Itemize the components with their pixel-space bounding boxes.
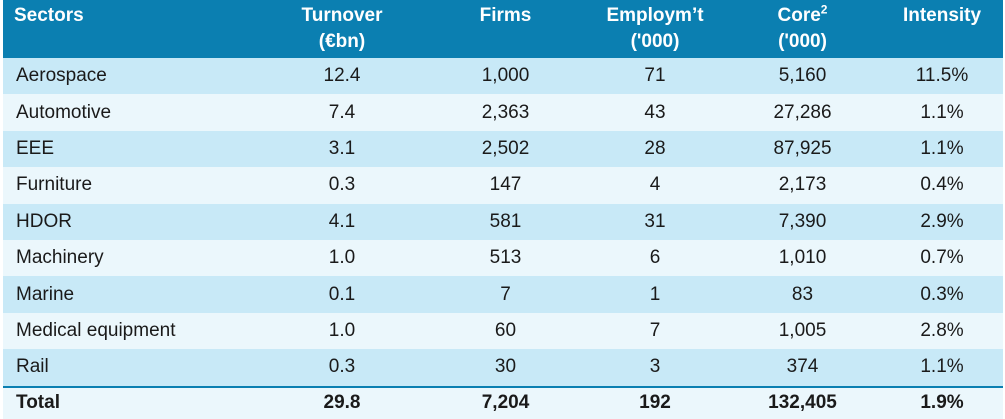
cell-employment: 6 [586,239,724,277]
cell-turnover: 7.4 [259,94,425,131]
cell-sector: Marine [3,276,259,313]
cell-sector: Medical equipment [3,312,259,350]
header-firms: Firms [425,0,586,58]
table-row: Rail 0.3 30 3 374 1.1% [3,349,1003,387]
total-label: Total [3,385,259,419]
cell-employment: 7 [586,312,724,350]
cell-firms: 147 [425,167,586,204]
cell-core: 5,160 [724,58,881,95]
cell-employment: 28 [586,130,724,168]
table-row: Furniture 0.3 147 4 2,173 0.4% [3,167,1003,204]
table-row: EEE 3.1 2,502 28 87,925 1.1% [3,130,1003,168]
footnote-marker: 2 [820,2,828,17]
cell-turnover: 1.0 [259,312,425,350]
table-row: Marine 0.1 7 1 83 0.3% [3,276,1003,313]
cell-intensity: 1.1% [881,130,1003,168]
cell-firms: 581 [425,203,586,240]
cell-intensity: 0.3% [881,276,1003,313]
cell-turnover: 4.1 [259,203,425,240]
cell-turnover: 0.1 [259,276,425,313]
table-row: Aerospace 12.4 1,000 71 5,160 11.5% [3,58,1003,95]
cell-core: 1,010 [724,239,881,277]
cell-turnover: 0.3 [259,349,425,387]
cell-employment: 31 [586,203,724,240]
table-row: Medical equipment 1.0 60 7 1,005 2.8% [3,312,1003,350]
header-sectors: Sectors [3,0,259,58]
total-intensity: 1.9% [881,385,1003,419]
cell-firms: 60 [425,312,586,350]
cell-sector: Rail [3,349,259,387]
cell-sector: HDOR [3,203,259,240]
cell-employment: 4 [586,167,724,204]
cell-core: 374 [724,349,881,387]
cell-core: 7,390 [724,203,881,240]
cell-turnover: 1.0 [259,239,425,277]
cell-firms: 513 [425,239,586,277]
total-turnover: 29.8 [259,385,425,419]
cell-sector: Machinery [3,239,259,277]
total-firms: 7,204 [425,385,586,419]
cell-core: 87,925 [724,130,881,168]
cell-firms: 30 [425,349,586,387]
cell-core: 83 [724,276,881,313]
cell-turnover: 0.3 [259,167,425,204]
total-row: Total 29.8 7,204 192 132,405 1.9% [3,385,1003,419]
cell-firms: 2,363 [425,94,586,131]
total-employment: 192 [586,385,724,419]
cell-sector: EEE [3,130,259,168]
sector-statistics-table: Sectors Turnover (€bn) Firms Employm’t (… [3,0,1003,419]
cell-employment: 3 [586,349,724,387]
cell-employment: 43 [586,94,724,131]
cell-turnover: 12.4 [259,58,425,95]
cell-intensity: 0.7% [881,239,1003,277]
cell-core: 1,005 [724,312,881,350]
header-turnover: Turnover (€bn) [259,0,425,58]
cell-core: 27,286 [724,94,881,131]
header-intensity: Intensity [881,0,1003,58]
cell-sector: Furniture [3,167,259,204]
cell-intensity: 2.8% [881,312,1003,350]
cell-intensity: 1.1% [881,349,1003,387]
cell-sector: Aerospace [3,58,259,95]
cell-firms: 2,502 [425,130,586,168]
cell-sector: Automotive [3,94,259,131]
header-employment: Employm’t ('000) [586,0,724,58]
cell-firms: 1,000 [425,58,586,95]
sector-statistics-table-container: Sectors Turnover (€bn) Firms Employm’t (… [3,0,1003,419]
table-row: Machinery 1.0 513 6 1,010 0.7% [3,239,1003,277]
cell-firms: 7 [425,276,586,313]
cell-intensity: 2.9% [881,203,1003,240]
cell-employment: 1 [586,276,724,313]
cell-intensity: 0.4% [881,167,1003,204]
cell-core: 2,173 [724,167,881,204]
table-row: HDOR 4.1 581 31 7,390 2.9% [3,203,1003,240]
cell-intensity: 11.5% [881,58,1003,95]
table-row: Automotive 7.4 2,363 43 27,286 1.1% [3,94,1003,131]
cell-employment: 71 [586,58,724,95]
cell-turnover: 3.1 [259,130,425,168]
table-header-row: Sectors Turnover (€bn) Firms Employm’t (… [3,0,1003,58]
total-core: 132,405 [724,385,881,419]
cell-intensity: 1.1% [881,94,1003,131]
header-core: Core2 ('000) [724,0,881,58]
